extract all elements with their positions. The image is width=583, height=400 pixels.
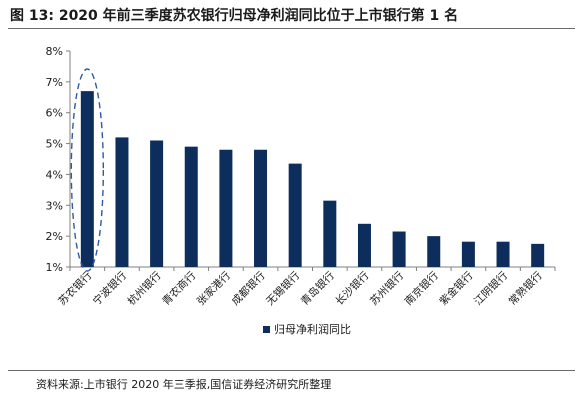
bar: [219, 149, 233, 267]
bar: [254, 149, 268, 267]
x-tick-label: 紫金银行: [437, 269, 476, 308]
x-tick-label: 常熟银行: [506, 269, 545, 308]
y-tick-label: 5%: [46, 138, 63, 151]
y-tick-label: 6%: [46, 107, 63, 120]
bar: [427, 236, 441, 267]
bar: [150, 140, 164, 267]
y-tick-label: 7%: [46, 76, 63, 89]
bar: [323, 200, 337, 267]
x-tick-label: 苏州银行: [367, 269, 406, 308]
x-tick-label: 无锡银行: [263, 269, 302, 308]
x-tick-label: 江阴银行: [471, 269, 510, 308]
legend-label: 归母净利润同比: [274, 323, 351, 336]
y-tick-label: 8%: [46, 45, 63, 58]
x-tick-label: 青农商行: [159, 269, 198, 308]
bar: [184, 146, 198, 267]
bar: [461, 241, 475, 267]
x-tick-label: 宁波银行: [90, 269, 129, 308]
y-tick-label: 3%: [46, 199, 63, 212]
bar: [80, 91, 94, 267]
x-tick-label: 张家港行: [194, 269, 233, 308]
highlight-ellipse: [70, 68, 105, 272]
x-tick-label: 青岛银行: [298, 269, 337, 308]
x-tick-label: 成都银行: [229, 269, 268, 308]
x-tick-label: 长沙银行: [333, 269, 372, 308]
source-divider: [8, 370, 575, 371]
title-divider: [8, 28, 575, 29]
y-tick-label: 1%: [46, 261, 63, 274]
source-note: 资料来源:上市银行 2020 年三季报,国信证券经济研究所整理: [36, 378, 332, 391]
y-tick-label: 2%: [46, 230, 63, 243]
x-tick-label: 杭州银行: [125, 269, 164, 308]
bar: [496, 241, 510, 267]
legend: 归母净利润同比: [263, 321, 351, 337]
x-tick-label: 苏农银行: [56, 269, 95, 308]
bar: [357, 223, 371, 267]
bar: [392, 231, 406, 267]
x-tick-label: 南京银行: [402, 269, 441, 308]
bar: [115, 137, 129, 267]
legend-swatch: [263, 325, 270, 333]
bar: [288, 163, 302, 267]
bar: [531, 243, 545, 267]
y-tick-label: 4%: [46, 168, 63, 181]
chart-title: 图 13: 2020 年前三季度苏农银行归母净利润同比位于上市银行第 1 名: [10, 8, 459, 24]
